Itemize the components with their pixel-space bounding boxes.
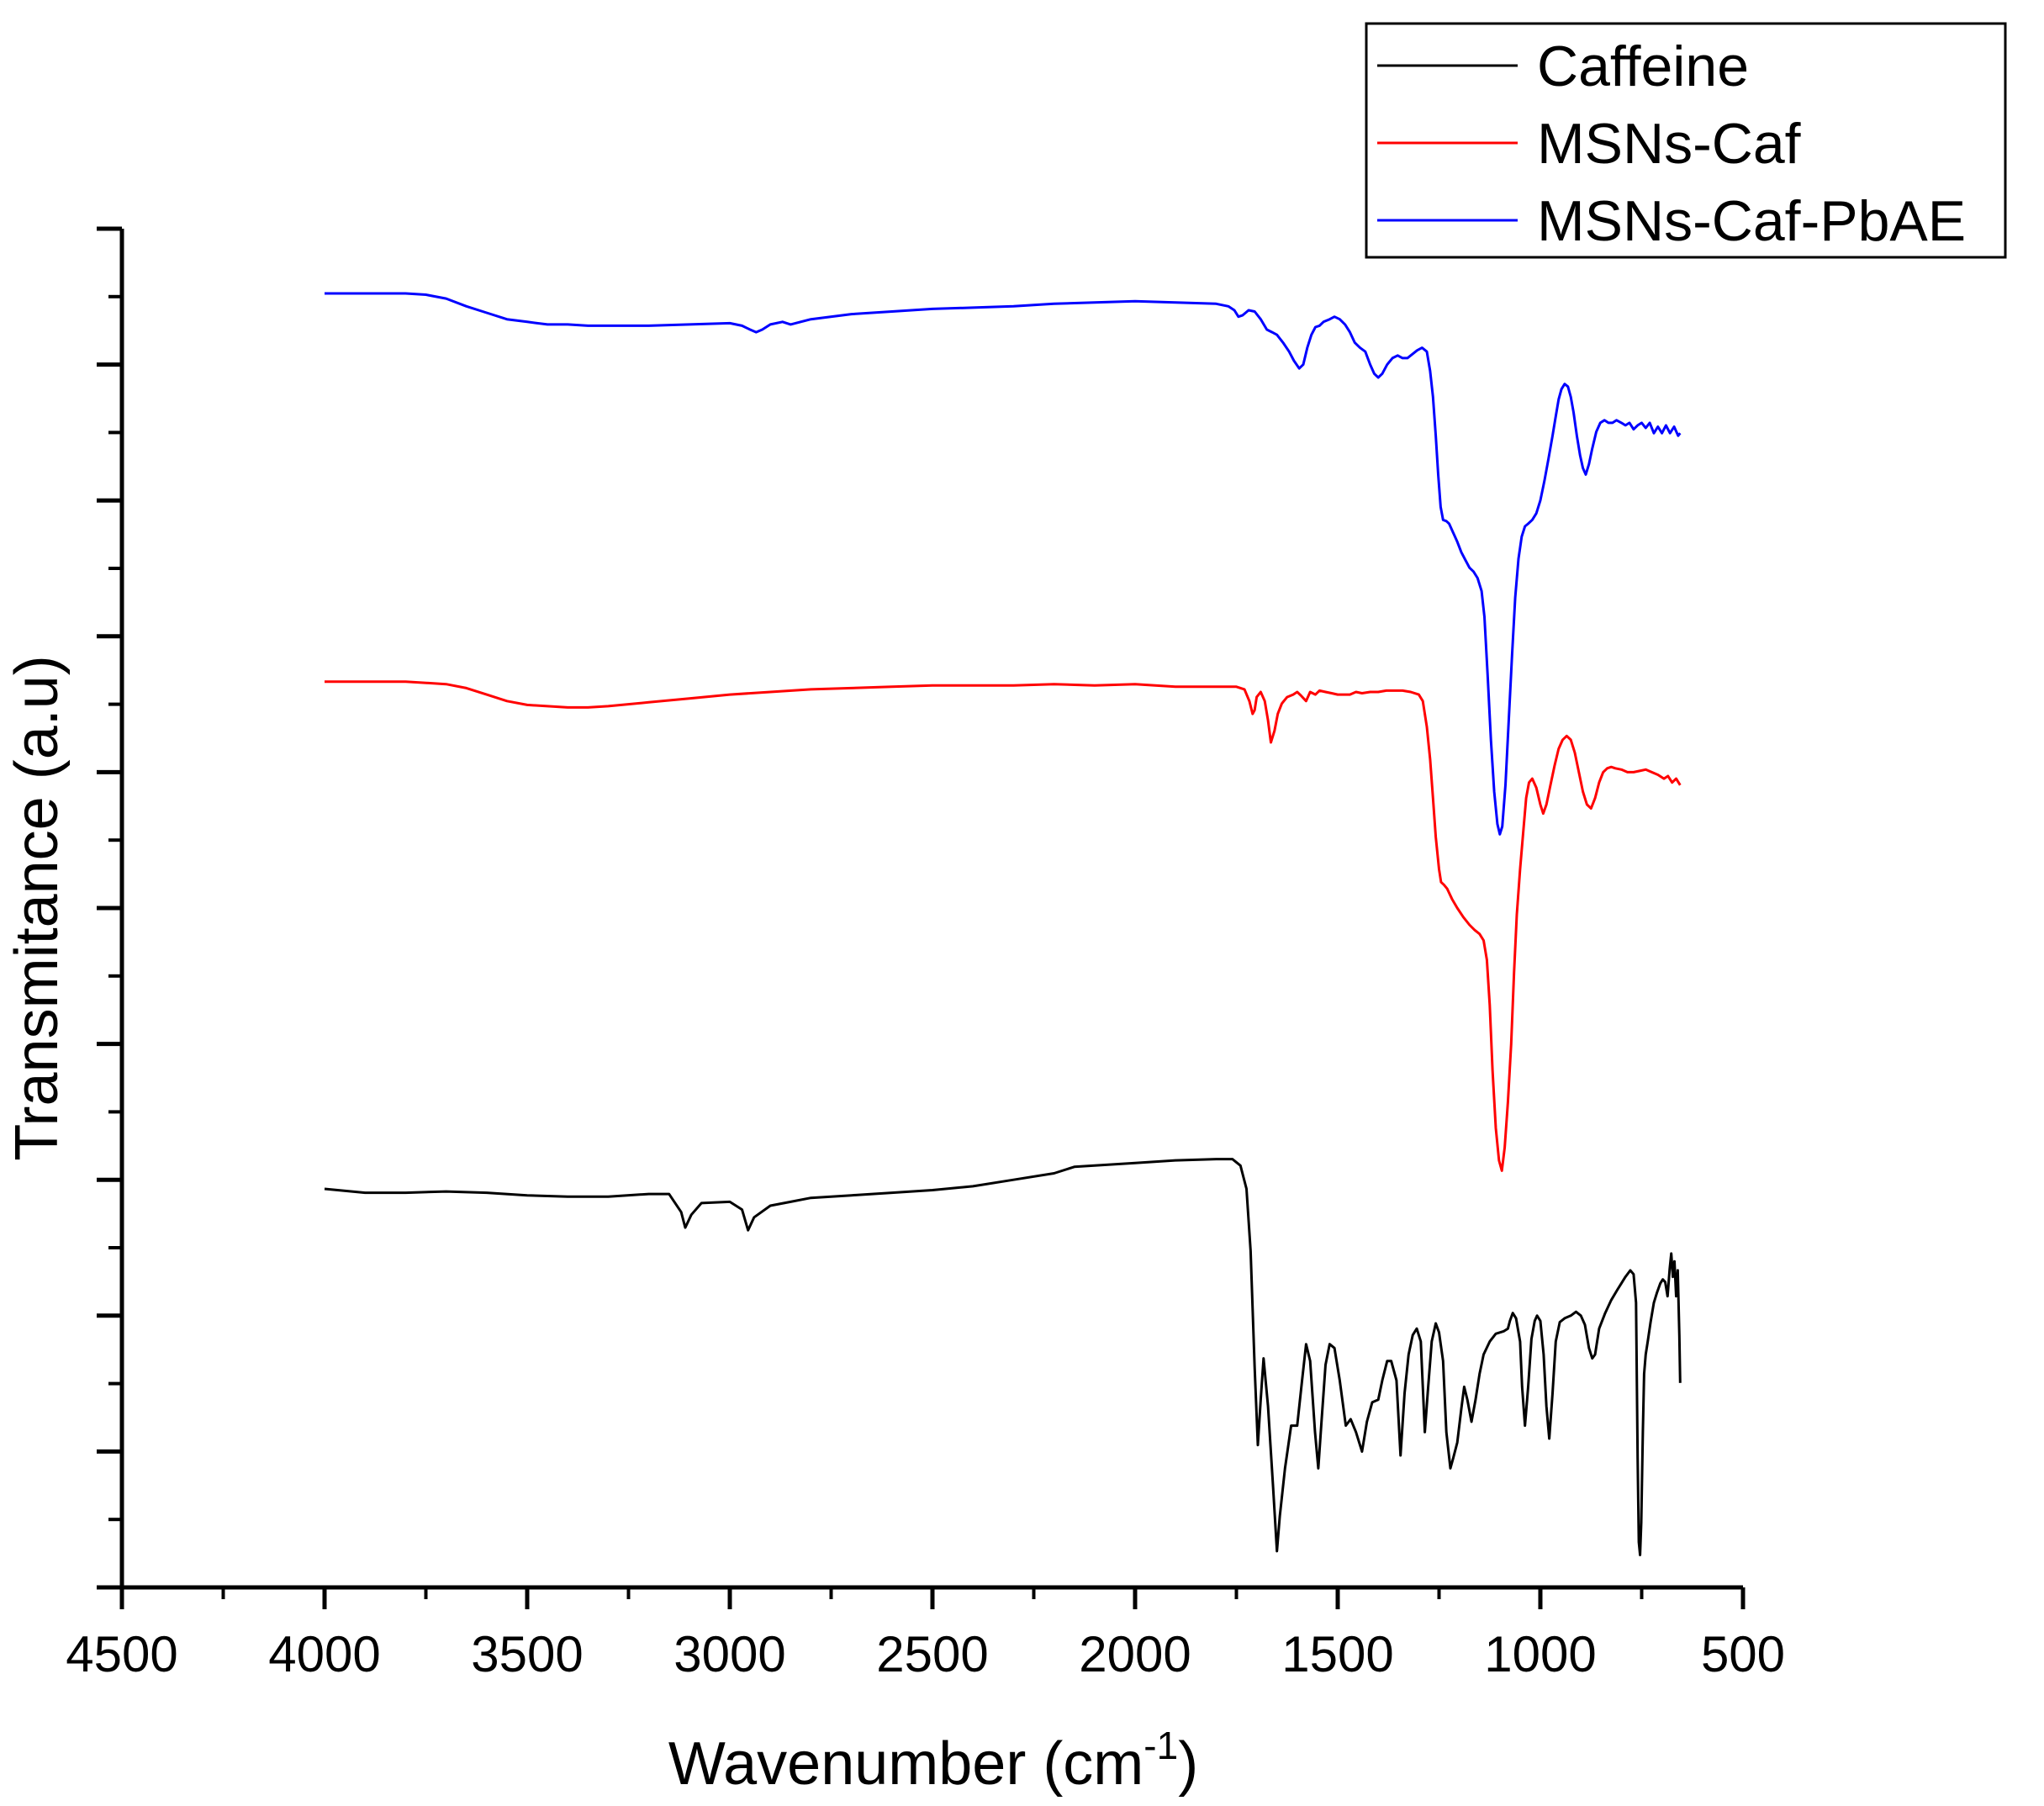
- x-tick-label: 1500: [1281, 1626, 1393, 1682]
- legend-box: [1365, 22, 2007, 259]
- y-axis-ticks: [97, 226, 122, 1590]
- x-tick-label: 2500: [876, 1626, 988, 1682]
- legend-label: MSNs-Caf: [1537, 112, 1801, 176]
- x-tick-label: 500: [1701, 1626, 1785, 1682]
- series-line-msns-caf-pbae: [325, 292, 1682, 836]
- x-tick-label: 3000: [673, 1626, 785, 1682]
- x-axis-title-superscript: -1: [1143, 1724, 1178, 1767]
- legend-label: Caffeine: [1537, 34, 1749, 98]
- series-line-caffeine: [324, 1158, 1682, 1556]
- x-axis-title-main: Wavenumber (cm: [668, 1730, 1143, 1798]
- x-tick-label: 4500: [66, 1626, 177, 1682]
- legend-items: Caffeine MSNs-Caf MSNs-Caf-PbAE: [1377, 34, 1966, 253]
- x-tick-label: 2000: [1079, 1626, 1191, 1682]
- x-tick-label: 1000: [1484, 1626, 1596, 1682]
- legend-label: MSNs-Caf-PbAE: [1537, 189, 1966, 253]
- x-axis-ticks: 4500 4000 3500 3000 2500 2000 1500 1000 500: [66, 1587, 1785, 1682]
- y-axis-title: Transmitance (a.u): [3, 655, 71, 1161]
- plot-area: 4500 4000 3500 3000 2500 2000 1500 1000 500: [66, 226, 1785, 1682]
- x-axis-title-close: ): [1178, 1730, 1198, 1798]
- series-line-msns-caf: [325, 680, 1682, 1172]
- x-tick-label: 4000: [268, 1626, 380, 1682]
- legend: Caffeine MSNs-Caf MSNs-Caf-PbAE: [1365, 22, 2007, 259]
- series-lines: [324, 292, 1682, 1556]
- x-axis-title: Wavenumber (cm-1): [668, 1724, 1198, 1798]
- x-tick-label: 3500: [471, 1626, 583, 1682]
